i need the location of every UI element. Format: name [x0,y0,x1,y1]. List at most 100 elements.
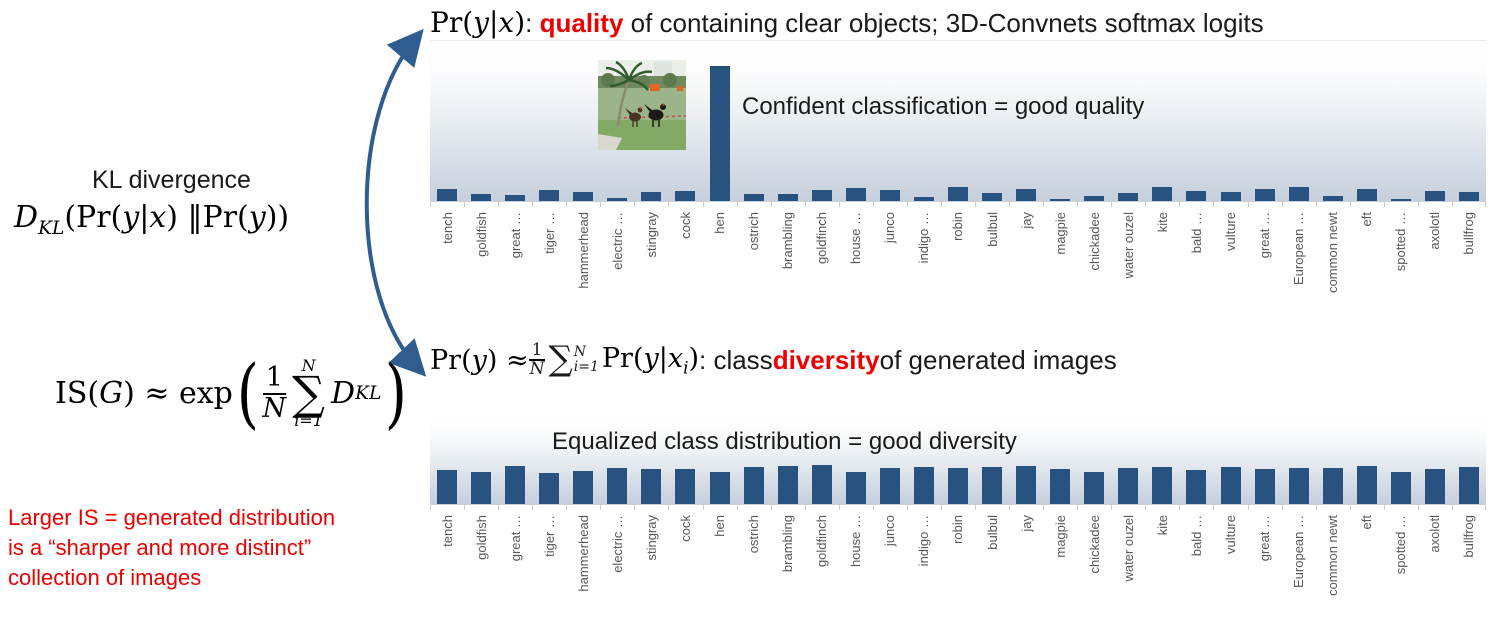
chart-bar [1390,472,1411,504]
chart-bar [1220,467,1241,504]
photo-walkway [598,134,622,150]
chart-bar [1322,468,1343,504]
kl-divergence-label: KL divergence [92,166,251,194]
chart-bar [743,467,764,504]
quality-bar-chart: Confident classification = good quality … [430,40,1486,336]
x-axis-label: common newt [1325,212,1341,293]
chart-bar [1016,466,1037,504]
photo-field [598,88,686,122]
axis-tick [1077,505,1079,510]
x-axis-label: spotted … [1393,212,1409,272]
quality-caption: Confident classification = good quality [742,93,1145,120]
quality-highlight: quality [539,8,624,38]
axis-tick [566,505,568,510]
chart-bar [1220,192,1241,201]
chart-bar [607,198,628,201]
x-axis-label: robin [950,212,966,241]
x-axis-label: eft [1359,212,1375,227]
axis-tick [1145,202,1147,207]
chart-bar [879,468,900,504]
x-axis-label: ostrich [746,515,762,554]
axis-tick [498,505,500,510]
axis-tick [1077,202,1079,207]
quality-formula-line: Pr(y|x): quality of containing clear obj… [430,6,1264,39]
x-axis-label: tiger … [541,515,557,557]
axis-tick [1281,202,1283,207]
chart-bar [573,192,594,201]
chart-bar [948,468,968,504]
x-axis-label: kite [1154,212,1170,233]
axis-tick [1349,505,1351,510]
axis-tick [464,505,466,510]
axis-tick [1179,505,1181,510]
axis-tick [532,505,534,510]
x-axis-label: electric … [609,212,625,270]
photo-orange-structure [650,84,660,91]
axis-tick [498,202,500,207]
axis-tick [634,505,636,510]
one-over-N: 1 N [262,362,287,424]
axis-tick [1043,505,1045,510]
x-axis-label: chickadee [1086,212,1102,271]
x-axis-label: European … [1291,212,1307,285]
axis-tick [430,202,431,207]
chart-bar [1322,196,1343,201]
chart-bar [1254,469,1275,504]
x-axis-label: common newt [1325,515,1341,596]
x-axis-label: bulbul [984,515,1000,550]
diversity-caption: Equalized class distribution = good dive… [552,428,1017,455]
chart-bar [1356,189,1377,201]
x-axis-label: European … [1291,515,1307,588]
chart-bar [1084,196,1105,201]
axis-tick [940,505,942,510]
chart-bar [573,471,594,504]
axis-tick [770,505,772,510]
chart-bar [1118,193,1139,201]
axis-tick [1417,505,1419,510]
x-axis-label: robin [950,515,966,544]
x-axis-label: goldfish [473,515,489,560]
axis-tick [1111,505,1113,510]
x-axis-label: indigo … [916,515,932,567]
summation: N ∑ i=1 [292,356,325,431]
x-axis-label: ostrich [746,212,762,251]
chart-bar [709,472,730,504]
axis-tick [906,505,908,510]
chart-bar [811,465,832,504]
chart-bar [1050,469,1071,504]
chart-bar [1424,191,1445,201]
axis-tick [1485,505,1486,510]
axis-tick [1145,505,1147,510]
x-axis-label: hammerhead [575,212,591,289]
chart-bar [1152,467,1173,504]
axis-tick [702,202,704,207]
axis-tick [1213,505,1215,510]
chart-bar [1118,468,1139,504]
larger-is-note: Larger IS = generated distribution is a … [8,505,336,590]
x-axis [430,505,1486,511]
x-axis-label: bald … [1188,212,1204,254]
chart-bar [505,195,526,201]
x-axis-labels: tench goldfish great … tiger … hammerhead ele… [430,511,1486,639]
chart-bar [1424,469,1445,504]
chart-bar [913,467,934,504]
chart-bar [1050,199,1071,201]
x-axis-label: brambling [780,515,796,573]
axis-tick [1417,202,1419,207]
chart-bar [777,194,798,201]
chart-bar [743,194,764,201]
hen-photo [598,60,686,150]
axis-tick [532,202,534,207]
x-axis-label: great … [507,212,523,259]
axis-tick [668,505,670,510]
axis-tick [566,202,568,207]
axis-tick [975,505,977,510]
chart-bar [879,190,900,201]
x-axis-label: chickadee [1086,515,1102,574]
x-axis-label: vulture [1223,515,1238,555]
axis-tick [600,202,602,207]
axis-tick [1213,202,1215,207]
chart-bar [539,190,560,201]
x-axis-label: stingray [643,212,659,258]
x-axis-label: water ouzel [1120,515,1136,582]
